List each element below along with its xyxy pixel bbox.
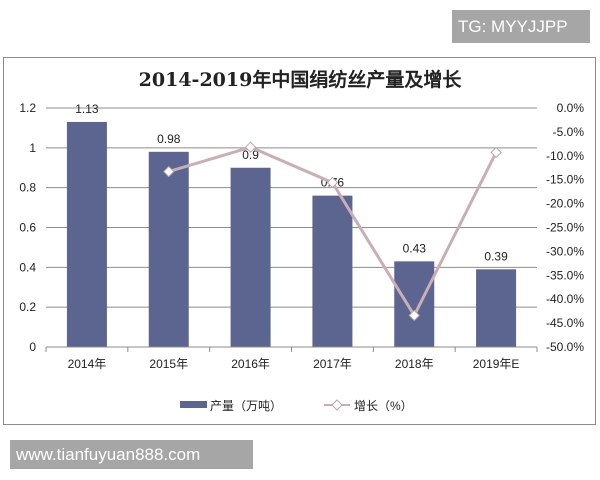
bar bbox=[312, 195, 353, 347]
y2-tick-label: -15.0% bbox=[546, 173, 584, 187]
y2-tick-label: -50.0% bbox=[546, 340, 584, 354]
legend-line-label: 增长（%） bbox=[354, 399, 413, 413]
bar bbox=[66, 121, 107, 347]
growth-marker bbox=[326, 176, 339, 189]
bar-data-label: 0.98 bbox=[157, 132, 181, 146]
y2-tick-label: -35.0% bbox=[546, 268, 584, 282]
bar-data-label: 0.43 bbox=[403, 241, 427, 255]
y2-tick-label: 0.0% bbox=[557, 101, 585, 115]
chart-title: 2014-2019年中国绢纺丝产量及增长 bbox=[139, 68, 463, 91]
x-tick-label: 2016年 bbox=[231, 357, 270, 371]
legend-bar-label: 产量（万吨） bbox=[210, 399, 282, 413]
x-tick-label: 2017年 bbox=[313, 357, 352, 371]
y2-tick-label: -45.0% bbox=[546, 316, 584, 330]
bar bbox=[394, 261, 435, 347]
y-tick-label: 0.6 bbox=[19, 221, 36, 235]
growth-marker bbox=[244, 141, 257, 153]
y2-tick-label: -5.0% bbox=[553, 125, 585, 139]
y2-tick-label: -25.0% bbox=[546, 221, 584, 235]
y-tick-label: 0.2 bbox=[19, 300, 36, 314]
growth-marker bbox=[408, 309, 420, 322]
bar bbox=[148, 151, 189, 347]
watermark-top: TG: MYYJJPP bbox=[452, 10, 590, 43]
growth-marker bbox=[490, 146, 502, 159]
y-tick-label: 0.4 bbox=[19, 260, 36, 274]
x-tick-label: 2019年E bbox=[473, 357, 520, 371]
x-tick-label: 2014年 bbox=[68, 357, 107, 371]
bar-data-label: 0.9 bbox=[242, 148, 259, 162]
y2-tick-label: -20.0% bbox=[546, 197, 584, 211]
x-tick-label: 2015年 bbox=[149, 357, 188, 371]
watermark-bottom: www.tianfuyuan888.com bbox=[10, 440, 253, 469]
growth-marker bbox=[163, 165, 175, 178]
x-tick-label: 2018年 bbox=[395, 357, 434, 371]
y2-tick-label: -40.0% bbox=[546, 292, 584, 306]
bar-data-label: 1.13 bbox=[75, 102, 99, 116]
y2-tick-label: -30.0% bbox=[546, 244, 584, 258]
bar-data-label: 0.39 bbox=[484, 249, 508, 263]
y2-tick-label: -10.0% bbox=[546, 149, 584, 163]
chart-frame bbox=[3, 57, 596, 425]
bar bbox=[230, 167, 271, 347]
y-tick-label: 0 bbox=[29, 340, 36, 354]
legend-line-marker bbox=[331, 399, 343, 411]
y-tick-label: 0.8 bbox=[19, 181, 36, 195]
y-tick-label: 1 bbox=[29, 141, 36, 155]
bar bbox=[476, 269, 517, 347]
y-tick-label: 1.2 bbox=[19, 101, 36, 115]
legend-bar-swatch bbox=[180, 401, 207, 408]
